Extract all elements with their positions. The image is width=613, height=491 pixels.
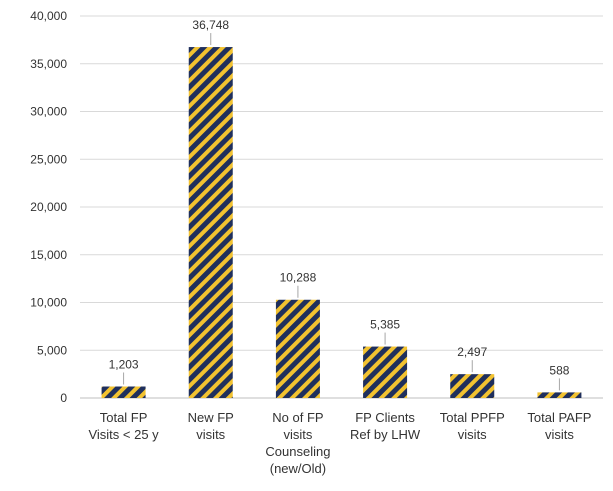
x-tick-label: No of FP visits Counseling (new/Old) (265, 410, 330, 476)
data-label: 1,203 (109, 358, 139, 372)
y-tick-label: 5,000 (37, 343, 67, 357)
x-tick-label: FP Clients Ref by LHW (350, 410, 421, 442)
bar (101, 386, 146, 398)
bar (450, 374, 495, 398)
y-tick-label: 20,000 (30, 200, 67, 214)
x-tick-label: Total FP Visits < 25 y (88, 410, 159, 442)
bar (537, 392, 582, 398)
x-tick-label: Total PPFP visits (440, 410, 505, 442)
gridlines (80, 15, 603, 399)
y-tick-label: 30,000 (30, 105, 67, 119)
y-axis: 0 5,000 10,000 15,000 20,000 25,000 30,000 35,0… (30, 9, 67, 405)
y-tick-label: 15,000 (30, 248, 67, 262)
bar (363, 346, 408, 398)
bar (275, 299, 320, 398)
y-tick-label: 35,000 (30, 57, 67, 71)
x-axis: Total FP Visits < 25 y New FP visits No of F… (88, 410, 591, 476)
y-tick-label: 0 (60, 391, 67, 405)
data-label: 588 (549, 363, 569, 377)
data-label: 10,288 (280, 271, 317, 285)
x-tick-label: Total PAFP visits (527, 410, 591, 442)
bars (101, 47, 582, 398)
y-tick-label: 40,000 (30, 9, 67, 23)
data-label: 36,748 (192, 18, 229, 32)
data-label: 5,385 (370, 318, 400, 332)
bar (188, 47, 233, 398)
x-tick-label: New FP visits (188, 410, 234, 442)
y-tick-label: 10,000 (30, 296, 67, 310)
data-label: 2,497 (457, 345, 487, 359)
data-labels: 1,203 36,748 10,288 5,385 2,497 588 (109, 18, 570, 391)
y-tick-label: 25,000 (30, 152, 67, 166)
